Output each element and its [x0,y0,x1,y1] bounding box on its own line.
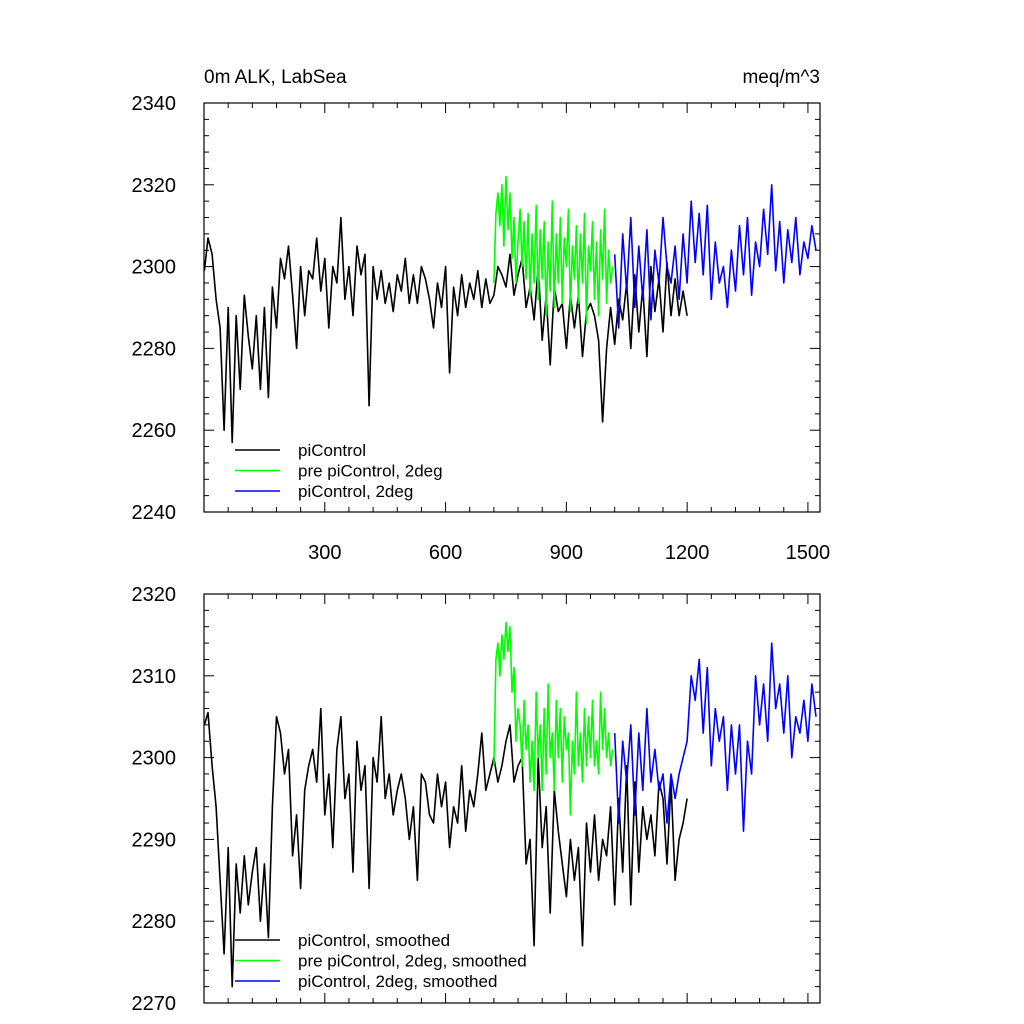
legend-label: piControl, 2deg [298,482,413,501]
top-panel-title: 0m ALK, LabSea [204,67,347,88]
y-tick-label: 2310 [132,666,177,688]
top-panel: 0m ALK, LabSea meq/m^3 300 600 900 1200 1500… [132,67,831,564]
x-tick-label: 300 [308,542,341,564]
x-tick-label: 600 [429,542,462,564]
x-tick-label: 1200 [665,542,710,564]
y-tick-label: 2340 [132,93,177,115]
legend-label: pre piControl, 2deg, smoothed [298,952,527,971]
legend-label: piControl, 2deg, smoothed [298,972,497,991]
y-tick-label: 2290 [132,829,177,851]
y-tick-label: 2300 [132,257,177,279]
x-tick-label: 900 [550,542,583,564]
plot-frame [203,102,821,513]
y-tick-label: 2260 [132,420,177,442]
y-tick-label: 2300 [132,748,177,770]
legend-label: pre piControl, 2deg [298,462,443,481]
legend-label: piControl, smoothed [298,931,450,950]
top-panel-units: meq/m^3 [742,67,820,88]
y-tick-label: 2320 [132,175,177,197]
series-line-top-1 [493,175,614,325]
y-tick-label: 2320 [132,584,177,606]
legend-label: piControl [298,441,366,460]
x-tick-label: 1500 [786,542,831,564]
y-tick-label: 2280 [132,911,177,933]
series-line-bottom-0 [203,707,688,988]
series-line-top-0 [203,216,688,444]
y-tick-label: 2270 [132,993,177,1015]
plot-frame [203,593,821,1004]
y-tick-label: 2240 [132,502,177,524]
series-line-top-2 [613,184,817,329]
bottom-panel: 2270 2280 2290 2300 2310 2320 piControl, smoot… [132,584,821,1015]
y-tick-label: 2280 [132,338,177,360]
series-line-bottom-2 [613,642,817,833]
series-line-bottom-1 [493,621,614,816]
